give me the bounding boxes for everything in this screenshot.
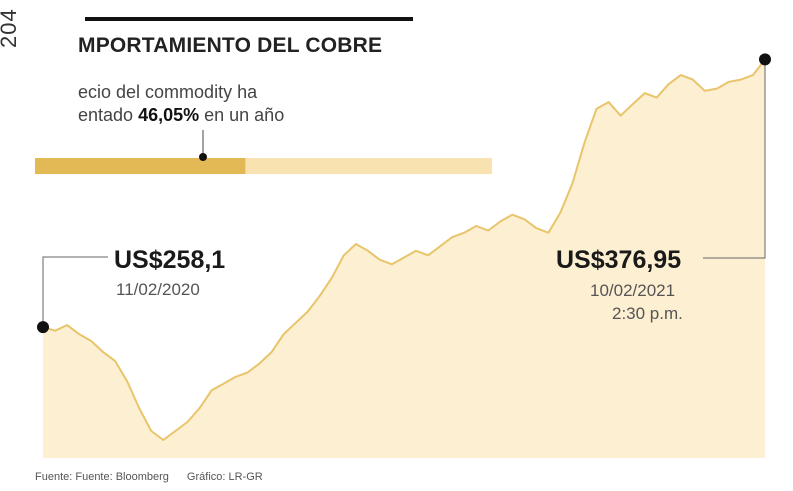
end-time-label: 2:30 p.m. — [612, 304, 683, 323]
title-rule — [85, 17, 413, 21]
progress-bar-fill — [35, 158, 246, 174]
start-price-label: US$258,1 — [114, 246, 226, 274]
subtitle-suffix: en un año — [199, 105, 285, 125]
subtitle-percent: 46,05% — [138, 105, 200, 125]
subtitle-prefix: entado — [78, 105, 139, 125]
end-callout-leader — [703, 59, 766, 259]
end-date-label: 10/02/2021 — [590, 281, 676, 300]
source-note: Fuente: Fuente: Bloomberg — [35, 471, 169, 483]
start-date-label: 11/02/2020 — [116, 280, 200, 299]
chart-title: MPORTAMIENTO DEL COBRE — [78, 34, 383, 57]
price-area — [43, 59, 765, 459]
start-callout-leader — [42, 256, 108, 328]
subtitle-line-1: ecio del commodity ha — [78, 82, 258, 102]
start-point-marker — [37, 321, 49, 334]
subtitle-line-2: entado 46,05% en un año — [78, 105, 284, 126]
price-line — [42, 58, 766, 441]
end-point-marker — [759, 53, 771, 66]
end-price-label: US$376,95 — [556, 246, 682, 274]
progress-bar-marker — [199, 153, 207, 161]
side-number: 204 — [0, 8, 21, 48]
footer: Fuente: Fuente: Bloomberg Gráfico: LR-GR — [35, 471, 263, 483]
credit-note: Gráfico: LR-GR — [186, 471, 263, 483]
